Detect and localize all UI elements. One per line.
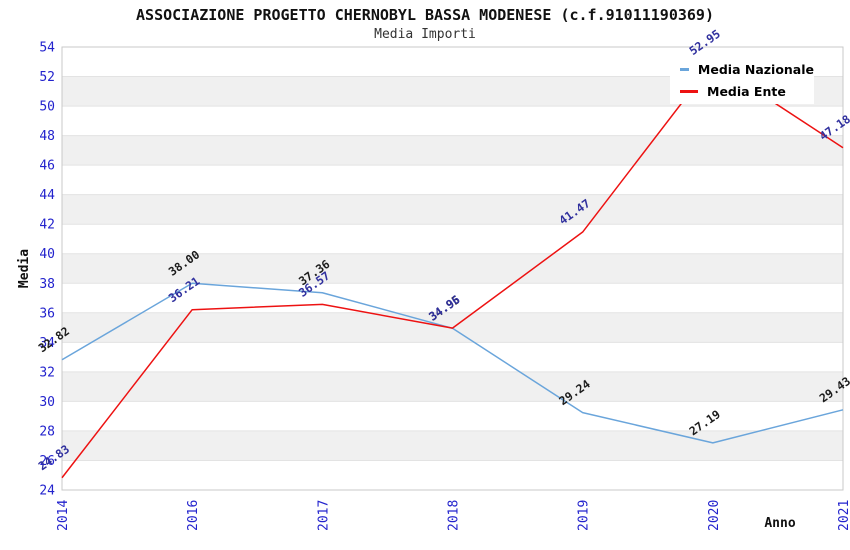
x-tick-label: 2018 xyxy=(447,500,462,531)
legend-item-media-ente: Media Ente xyxy=(680,82,814,100)
y-tick-label: 38 xyxy=(39,277,55,292)
y-tick-label: 26 xyxy=(39,454,55,469)
x-tick-label: 2017 xyxy=(316,500,331,531)
y-tick-label: 48 xyxy=(39,129,55,144)
line-swatch-nazionale-icon xyxy=(680,67,689,71)
plot-band xyxy=(62,342,843,372)
legend-item-media-nazionale: Media Nazionale xyxy=(680,60,814,78)
y-axis-title: Media xyxy=(17,249,32,288)
y-tick-label: 24 xyxy=(39,484,55,499)
y-tick-label: 36 xyxy=(39,306,55,321)
y-tick-label: 52 xyxy=(39,70,55,85)
plot-band xyxy=(62,401,843,431)
plot-band xyxy=(62,460,843,490)
y-tick-label: 28 xyxy=(39,424,55,439)
plot-band xyxy=(62,165,843,195)
line-swatch-ente-icon xyxy=(680,89,698,93)
x-tick-label: 2020 xyxy=(707,500,722,531)
plot-band xyxy=(62,430,843,461)
legend: Media Nazionale Media Ente xyxy=(670,56,814,104)
plot-band xyxy=(62,106,843,136)
x-tick-label: 2021 xyxy=(837,500,850,531)
plot-band xyxy=(62,194,843,225)
chart-subtitle: Media Importi xyxy=(374,27,476,42)
x-tick-label: 2019 xyxy=(577,500,592,531)
x-tick-label: 2016 xyxy=(186,500,201,531)
plot-border xyxy=(61,46,844,491)
chart-title: ASSOCIAZIONE PROGETTO CHERNOBYL BASSA MO… xyxy=(136,6,714,24)
y-tick-label: 30 xyxy=(39,395,55,410)
legend-label-ente: Media Ente xyxy=(707,83,786,99)
y-tick-label: 54 xyxy=(39,41,55,56)
y-tick-label: 42 xyxy=(39,218,55,233)
y-tick-label: 50 xyxy=(39,100,55,115)
plot-band xyxy=(62,224,843,254)
plot-band xyxy=(62,371,843,402)
legend-label-nazionale: Media Nazionale xyxy=(697,61,814,77)
y-tick-label: 46 xyxy=(39,159,55,174)
y-tick-label: 32 xyxy=(39,365,55,380)
x-tick-label: 2014 xyxy=(56,500,71,531)
y-tick-label: 40 xyxy=(39,247,55,262)
y-tick-label: 44 xyxy=(39,188,55,203)
x-axis-title: Anno xyxy=(764,516,795,531)
plot-band xyxy=(62,253,843,284)
plot-band xyxy=(62,135,843,166)
plot-band xyxy=(62,283,843,313)
y-tick-label: 34 xyxy=(39,336,55,351)
